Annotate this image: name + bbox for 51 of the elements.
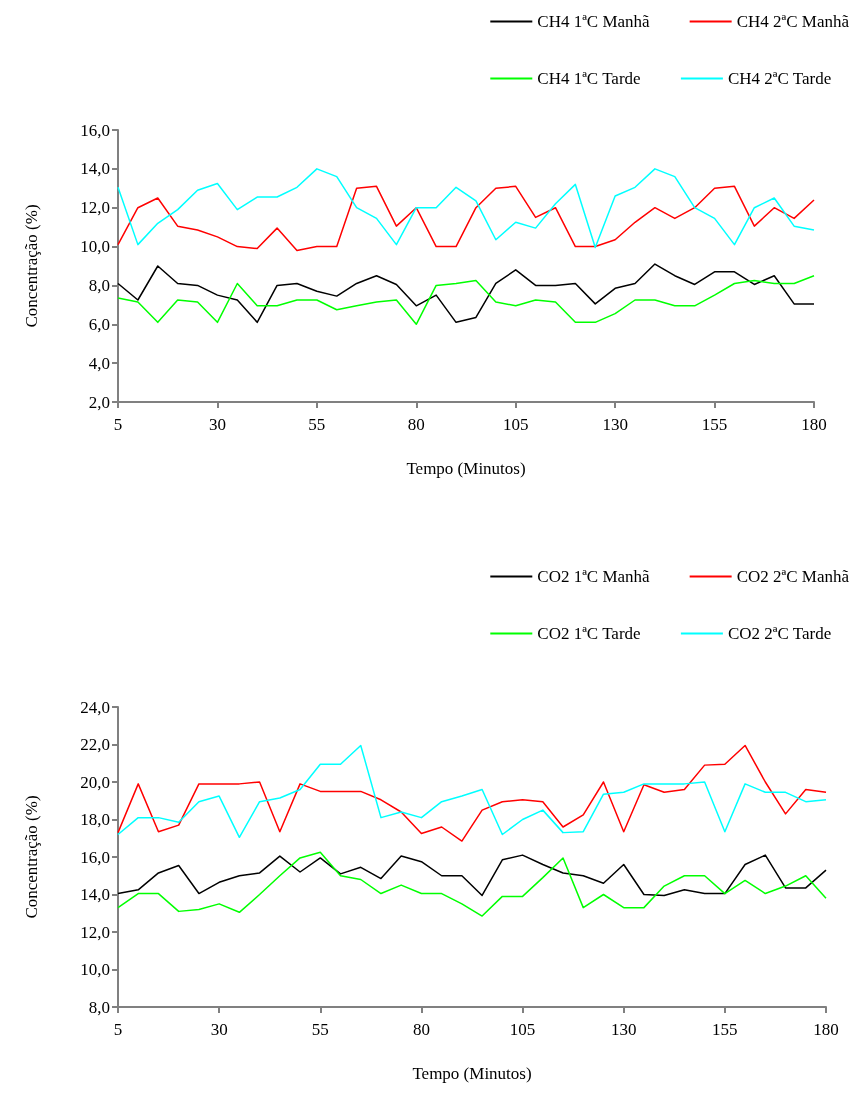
legend-label: CO2 1ªC Tarde xyxy=(537,624,641,643)
y-tick-label: 6,0 xyxy=(88,314,110,334)
legend-label: CO2 1ªC Manhã xyxy=(537,567,651,586)
x-tick-label: 55 xyxy=(311,1020,329,1039)
x-tick-label: 155 xyxy=(701,415,728,434)
y-tick-label: 16,0 xyxy=(80,120,110,140)
y-tick-label: 8,0 xyxy=(88,997,110,1017)
y-tick-label: 8,0 xyxy=(88,275,110,295)
y-tick-label: 2,0 xyxy=(88,392,110,412)
line-series xyxy=(117,263,815,324)
x-tick-label: 80 xyxy=(412,1020,430,1039)
legend-label: CH4 2ªC Manhã xyxy=(736,12,850,31)
legend-label: CO2 2ªC Manhã xyxy=(736,567,850,586)
y-tick-label: 12,0 xyxy=(80,922,110,942)
legend-label: CH4 1ªC Tarde xyxy=(537,69,641,88)
y-tick-label: 14,0 xyxy=(80,159,110,179)
legend-label: CH4 2ªC Tarde xyxy=(727,69,832,88)
y-tick-label: 10,0 xyxy=(80,960,110,979)
y-tick-label: 10,0 xyxy=(80,237,110,257)
legend-label: CH4 1ªC Manhã xyxy=(537,12,651,31)
line-series xyxy=(117,854,827,897)
y-tick-label: 22,0 xyxy=(80,735,110,754)
x-tick-label: 180 xyxy=(813,1020,839,1039)
x-tick-label: 30 xyxy=(208,415,226,434)
x-tick-label: 105 xyxy=(509,1020,536,1039)
x-tick-label: 80 xyxy=(407,415,425,434)
x-tick-label: 130 xyxy=(602,415,628,434)
y-tick-label: 16,0 xyxy=(80,847,110,867)
x-tick-label: 155 xyxy=(712,1020,738,1039)
y-tick-label: 4,0 xyxy=(88,353,110,373)
y-axis-title: Concentração (%) xyxy=(22,795,41,919)
line-series xyxy=(117,274,815,326)
line-series xyxy=(117,168,815,249)
x-tick-label: 30 xyxy=(210,1020,228,1039)
line-series xyxy=(117,851,827,917)
x-tick-label: 105 xyxy=(502,415,529,434)
x-tick-label: 5 xyxy=(113,415,123,434)
line-series xyxy=(117,185,815,252)
x-tick-label: 130 xyxy=(610,1020,637,1039)
x-tick-label: 55 xyxy=(308,415,326,434)
y-axis-title: Concentração (%) xyxy=(22,204,41,328)
y-tick-label: 20,0 xyxy=(80,772,110,792)
legend-label: CO2 2ªC Tarde xyxy=(727,624,832,643)
x-tick-label: 180 xyxy=(801,415,827,434)
x-tick-label: 5 xyxy=(113,1020,123,1039)
y-tick-label: 14,0 xyxy=(80,885,110,904)
y-tick-label: 18,0 xyxy=(80,810,110,829)
y-tick-label: 12,0 xyxy=(80,198,110,218)
x-axis-title: Tempo (Minutos) xyxy=(406,459,526,478)
y-tick-label: 24,0 xyxy=(80,697,110,717)
x-axis-title: Tempo (Minutos) xyxy=(412,1064,532,1083)
